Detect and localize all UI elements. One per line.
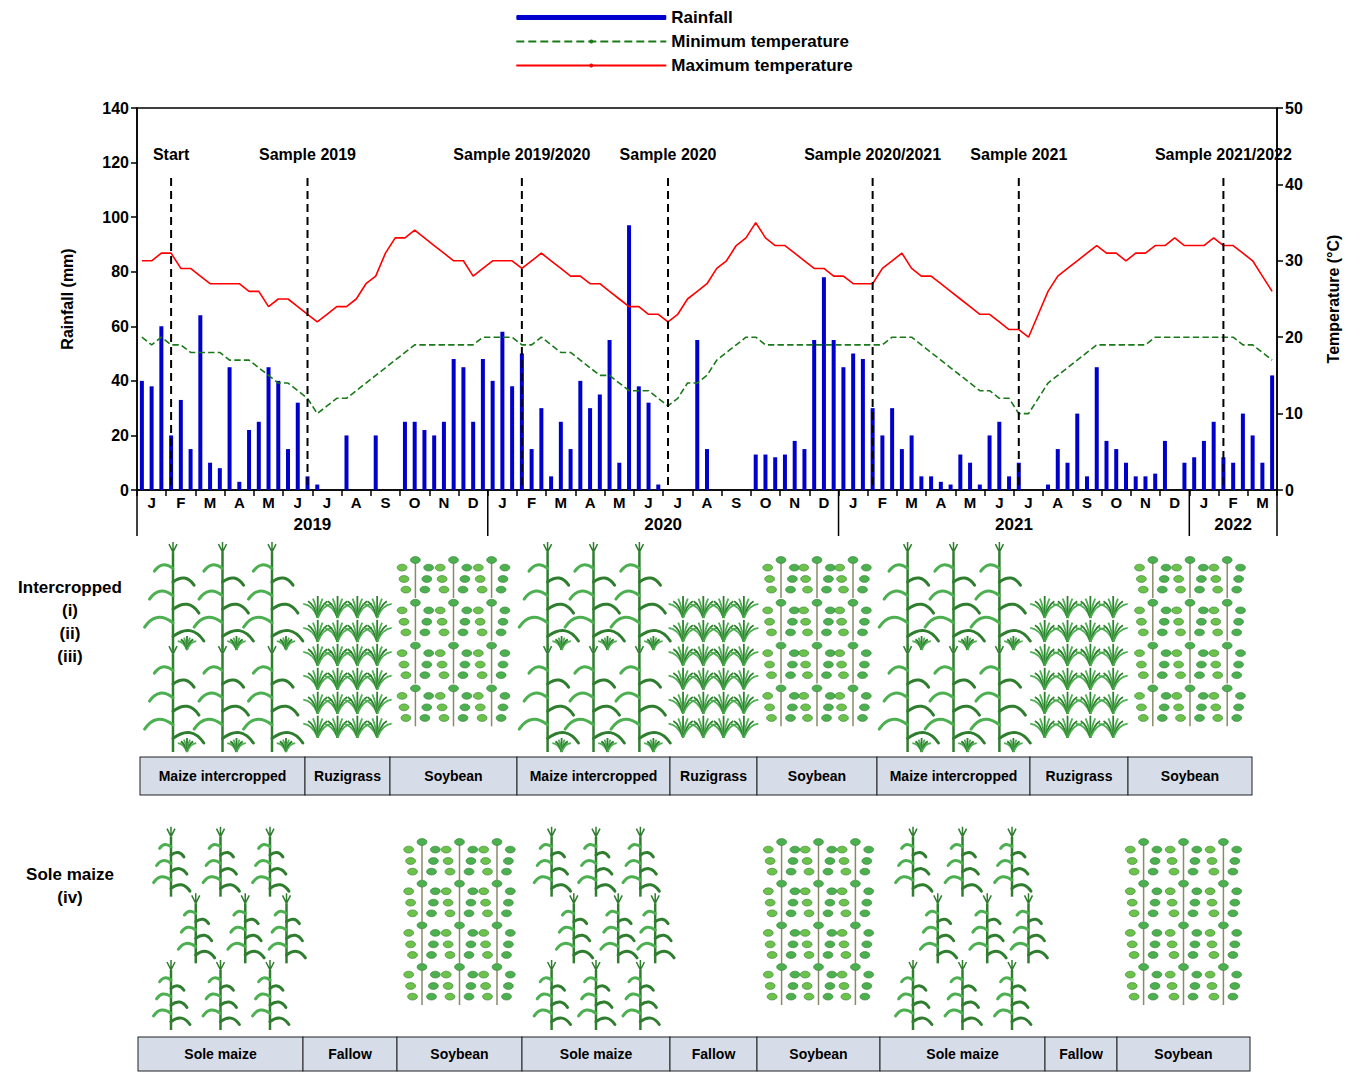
svg-text:O: O <box>1110 494 1122 511</box>
svg-text:2019: 2019 <box>293 515 331 534</box>
svg-text:Ruzigrass: Ruzigrass <box>680 768 747 784</box>
svg-text:Fallow: Fallow <box>328 1046 372 1062</box>
svg-text:40: 40 <box>111 372 129 389</box>
svg-text:D: D <box>819 494 830 511</box>
svg-text:M: M <box>613 494 626 511</box>
svg-text:Sample 2020: Sample 2020 <box>620 146 717 163</box>
svg-text:A: A <box>702 494 713 511</box>
svg-text:Rainfall (mm): Rainfall (mm) <box>59 248 76 349</box>
svg-text:A: A <box>234 494 245 511</box>
svg-text:Maize intercropped: Maize intercropped <box>530 768 658 784</box>
svg-text:A: A <box>585 494 596 511</box>
svg-text:2021: 2021 <box>995 515 1033 534</box>
svg-text:Fallow: Fallow <box>1059 1046 1103 1062</box>
svg-text:N: N <box>439 494 450 511</box>
svg-text:(iv): (iv) <box>57 888 83 907</box>
svg-text:J: J <box>498 494 506 511</box>
svg-text:100: 100 <box>102 209 129 226</box>
svg-text:50: 50 <box>1285 100 1303 117</box>
svg-text:Soybean: Soybean <box>424 768 482 784</box>
svg-text:N: N <box>1140 494 1151 511</box>
svg-text:M: M <box>262 494 275 511</box>
svg-text:Fallow: Fallow <box>692 1046 736 1062</box>
svg-text:J: J <box>995 494 1003 511</box>
svg-text:A: A <box>351 494 362 511</box>
svg-text:M: M <box>905 494 918 511</box>
svg-text:30: 30 <box>1285 252 1303 269</box>
svg-text:(ii): (ii) <box>60 624 81 643</box>
svg-text:S: S <box>731 494 741 511</box>
svg-text:140: 140 <box>102 100 129 117</box>
svg-text:D: D <box>1169 494 1180 511</box>
svg-text:0: 0 <box>1285 482 1294 499</box>
svg-text:M: M <box>1256 494 1269 511</box>
svg-text:Soybean: Soybean <box>430 1046 488 1062</box>
svg-text:Rainfall: Rainfall <box>671 8 732 27</box>
svg-text:Sole maize: Sole maize <box>560 1046 633 1062</box>
svg-text:M: M <box>204 494 217 511</box>
svg-text:40: 40 <box>1285 176 1303 193</box>
svg-text:2022: 2022 <box>1214 515 1252 534</box>
svg-text:Sole maize: Sole maize <box>26 865 114 884</box>
svg-text:120: 120 <box>102 154 129 171</box>
svg-text:2020: 2020 <box>644 515 682 534</box>
svg-text:Sole maize: Sole maize <box>926 1046 999 1062</box>
svg-text:0: 0 <box>120 482 129 499</box>
svg-text:F: F <box>878 494 887 511</box>
svg-text:Sole maize: Sole maize <box>184 1046 257 1062</box>
svg-text:J: J <box>1024 494 1032 511</box>
svg-text:S: S <box>380 494 390 511</box>
svg-text:10: 10 <box>1285 405 1303 422</box>
svg-text:Sample 2021/2022: Sample 2021/2022 <box>1155 146 1292 163</box>
svg-text:Sample 2019/2020: Sample 2019/2020 <box>453 146 590 163</box>
svg-text:J: J <box>294 494 302 511</box>
svg-text:M: M <box>555 494 568 511</box>
svg-text:Temperature (°C): Temperature (°C) <box>1325 235 1342 364</box>
svg-text:Start: Start <box>153 146 190 163</box>
svg-text:80: 80 <box>111 263 129 280</box>
svg-text:60: 60 <box>111 318 129 335</box>
svg-text:Minimum temperature: Minimum temperature <box>671 32 849 51</box>
svg-text:J: J <box>147 494 155 511</box>
svg-text:Soybean: Soybean <box>1154 1046 1212 1062</box>
svg-text:Soybean: Soybean <box>788 768 846 784</box>
svg-text:A: A <box>935 494 946 511</box>
svg-text:J: J <box>849 494 857 511</box>
svg-text:Ruzigrass: Ruzigrass <box>1046 768 1113 784</box>
svg-text:20: 20 <box>1285 329 1303 346</box>
svg-text:Maize intercropped: Maize intercropped <box>890 768 1018 784</box>
svg-text:D: D <box>468 494 479 511</box>
svg-text:20: 20 <box>111 427 129 444</box>
svg-text:Soybean: Soybean <box>789 1046 847 1062</box>
svg-text:Sample 2019: Sample 2019 <box>259 146 356 163</box>
svg-text:A: A <box>1052 494 1063 511</box>
svg-text:Sample 2020/2021: Sample 2020/2021 <box>804 146 941 163</box>
svg-text:N: N <box>789 494 800 511</box>
svg-text:J: J <box>1200 494 1208 511</box>
svg-text:J: J <box>674 494 682 511</box>
svg-text:F: F <box>176 494 185 511</box>
svg-text:(iii): (iii) <box>57 647 83 666</box>
svg-text:O: O <box>760 494 772 511</box>
svg-text:F: F <box>1229 494 1238 511</box>
svg-text:Maize intercropped: Maize intercropped <box>159 768 287 784</box>
svg-text:O: O <box>409 494 421 511</box>
svg-text:Sample 2021: Sample 2021 <box>970 146 1067 163</box>
svg-text:Maximum temperature: Maximum temperature <box>671 56 852 75</box>
svg-text:J: J <box>323 494 331 511</box>
svg-text:(i): (i) <box>62 601 78 620</box>
svg-text:Intercropped: Intercropped <box>18 578 122 597</box>
svg-text:Ruzigrass: Ruzigrass <box>314 768 381 784</box>
svg-text:Soybean: Soybean <box>1161 768 1219 784</box>
svg-text:J: J <box>644 494 652 511</box>
svg-text:S: S <box>1082 494 1092 511</box>
svg-text:M: M <box>964 494 977 511</box>
svg-text:F: F <box>527 494 536 511</box>
